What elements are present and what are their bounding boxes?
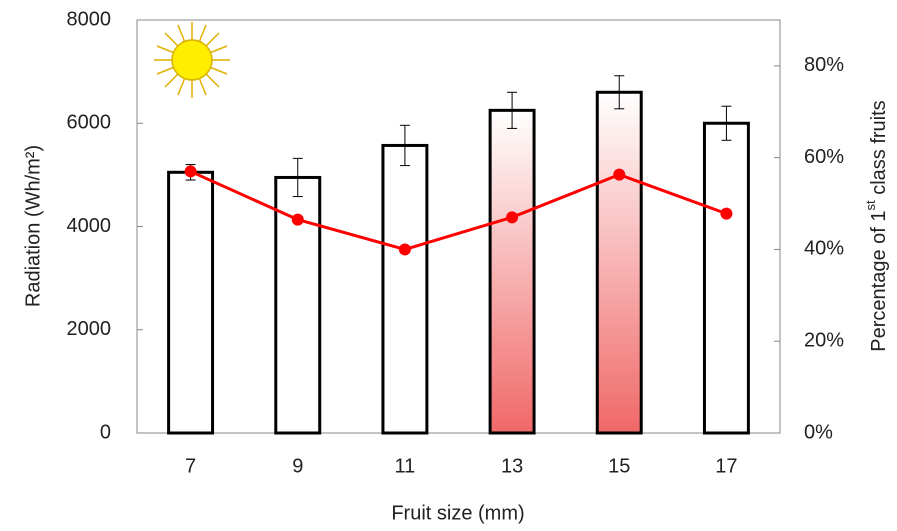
- line: [189, 170, 727, 252]
- x-tick-label: 9: [292, 455, 303, 477]
- bar: [381, 143, 429, 435]
- y2-tick-label: 0%: [804, 421, 833, 443]
- point: [398, 243, 411, 256]
- x-tick-label: 17: [715, 455, 737, 477]
- y-tick-label: 6000: [67, 112, 112, 134]
- y2-tick-label: 60%: [804, 146, 844, 168]
- bar: [488, 108, 536, 435]
- y2-axis-label: Percentage of 1st class fruits: [863, 100, 890, 351]
- point: [184, 165, 197, 178]
- point: [720, 207, 733, 220]
- error-bar: [399, 124, 410, 167]
- x-axis-label: Fruit size (mm): [391, 502, 524, 524]
- plot-frame: [136, 19, 781, 434]
- bar: [167, 170, 215, 435]
- y-tick-label: 2000: [67, 318, 112, 340]
- error-bar: [507, 91, 518, 129]
- y-tick-label: 4000: [67, 215, 112, 237]
- y-tick-label: 8000: [67, 8, 112, 30]
- x-tick-label: 13: [501, 455, 523, 477]
- y-axis-label: Radiation (Wh/m²): [22, 145, 44, 307]
- sun-icon: [154, 22, 230, 98]
- x-tick-label: 7: [185, 455, 196, 477]
- y2-tick-label: 40%: [804, 238, 844, 260]
- error-bar: [721, 105, 732, 141]
- y2-tick-label: 80%: [804, 54, 844, 76]
- point: [506, 211, 519, 224]
- point: [291, 213, 304, 226]
- point: [613, 168, 626, 181]
- x-tick-label: 15: [608, 455, 630, 477]
- error-bar: [292, 157, 303, 198]
- y2-tick-label: 20%: [804, 330, 844, 352]
- y-tick-label: 0: [100, 421, 111, 443]
- bar: [702, 121, 750, 435]
- bar: [595, 90, 643, 435]
- error-bar: [614, 75, 625, 110]
- x-tick-label: 11: [395, 455, 416, 477]
